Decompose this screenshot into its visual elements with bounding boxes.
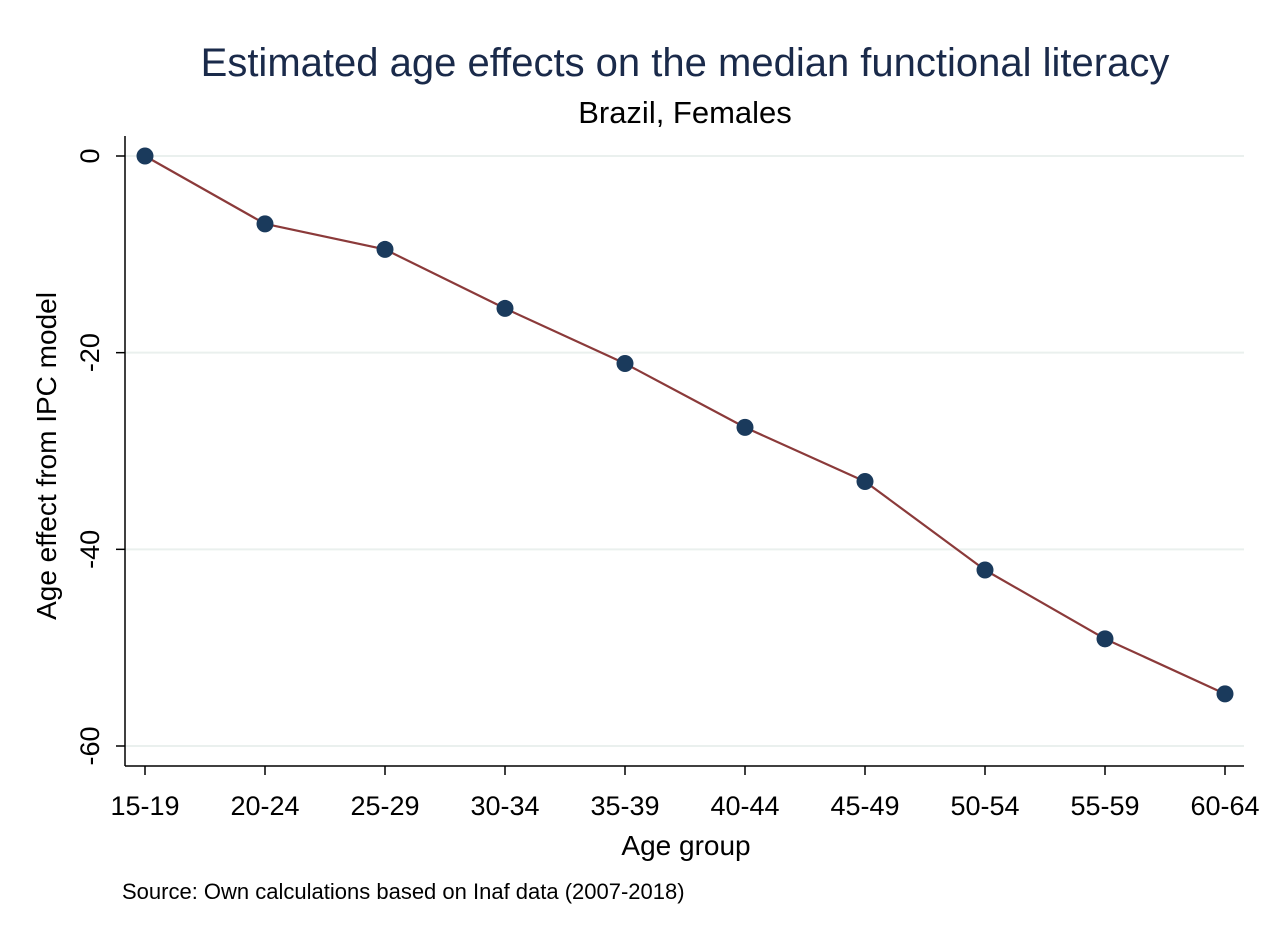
data-point-25-29: [376, 240, 394, 258]
data-point-35-39: [616, 354, 634, 372]
data-point-20-24: [256, 215, 274, 233]
chart-subtitle: Brazil, Females: [578, 95, 792, 130]
y-tick-label-3: -60: [75, 726, 105, 765]
series: [144, 155, 1226, 695]
markers: [136, 147, 1234, 703]
y-axis-ticks: 0 -20 -40 -60: [75, 148, 125, 766]
data-point-45-49: [856, 472, 874, 490]
data-point-50-54: [976, 561, 994, 579]
chart-title: Estimated age effects on the median func…: [201, 41, 1170, 85]
y-tick-label-0: 0: [75, 148, 105, 163]
data-point-55-59: [1096, 630, 1114, 648]
y-axis-title: Age effect from IPC model: [31, 292, 62, 620]
axes: [124, 136, 1244, 767]
y-tick-label-2: -40: [75, 530, 105, 569]
x-tick-label-0: 15-19: [110, 791, 179, 821]
data-point-15-19: [136, 147, 154, 165]
x-tick-label-1: 20-24: [230, 791, 299, 821]
grid-lines: [125, 155, 1244, 747]
x-tick-label-2: 25-29: [350, 791, 419, 821]
x-tick-label-7: 50-54: [950, 791, 1019, 821]
x-tick-label-5: 40-44: [710, 791, 779, 821]
x-axis-title: Age group: [621, 830, 750, 861]
data-point-30-34: [496, 299, 514, 317]
y-tick-label-1: -20: [75, 333, 105, 372]
x-tick-label-6: 45-49: [830, 791, 899, 821]
data-point-60-64: [1216, 685, 1234, 703]
x-tick-label-4: 35-39: [590, 791, 659, 821]
data-point-40-44: [736, 418, 754, 436]
x-tick-label-8: 55-59: [1070, 791, 1139, 821]
series-line: [144, 155, 1226, 695]
x-axis-ticks: 15-19 20-24 25-29 30-34 35-39 40-44 45-49 50-54…: [110, 766, 1260, 821]
x-tick-label-9: 60-64: [1190, 791, 1259, 821]
source-note: Source: Own calculations based on Inaf d…: [122, 879, 685, 904]
x-tick-label-3: 30-34: [470, 791, 539, 821]
